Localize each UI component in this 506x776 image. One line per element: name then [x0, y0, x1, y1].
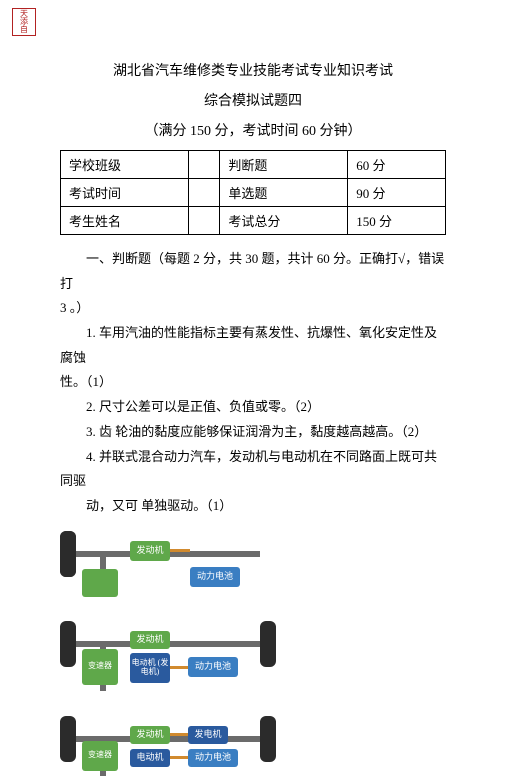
cell-single-label: 单选题 [220, 179, 348, 207]
connector [170, 666, 188, 669]
transmission-box: 变速器 [82, 741, 118, 771]
exam-title: 湖北省汽车维修类专业技能考试专业知识考试 [60, 60, 446, 80]
q4-line2: 动，又可 单独驱动。（1） [60, 494, 446, 519]
battery-box: 动力电池 [188, 749, 238, 767]
info-table: 学校班级 判断题 60 分 考试时间 单选题 90 分 考生姓名 考试总分 15… [60, 150, 446, 235]
wheel-icon [60, 531, 76, 577]
stamp-char: 自 [20, 26, 28, 34]
engine-box: 发动机 [130, 541, 170, 561]
hybrid-diagram: 发动机 动力电池 变速器 发动机 电动机 (发电机) 动力电池 变速器 发动机 … [60, 531, 340, 771]
page-content: 湖北省汽车维修类专业技能考试专业知识考试 综合模拟试题四 （满分 150 分，考… [0, 0, 506, 519]
transmission-box: 变速器 [82, 649, 118, 685]
table-row: 学校班级 判断题 60 分 [61, 151, 446, 179]
q4-line1: 4. 并联式混合动力汽车，发动机与电动机在不同路面上既可共同驱 [60, 445, 446, 494]
q1-line1: 1. 车用汽油的性能指标主要有蒸发性、抗爆性、氧化安定性及腐蚀 [60, 321, 446, 370]
cell-total-score: 150 分 [348, 207, 446, 235]
battery-box: 动力电池 [188, 657, 238, 677]
connector [170, 756, 188, 759]
engine-box: 发动机 [130, 726, 170, 744]
motor-box: 电动机 (发电机) [130, 653, 170, 683]
cell-judge-label: 判断题 [220, 151, 348, 179]
q2: 2. 尺寸公差可以是正值、负值或零。（2） [60, 395, 446, 420]
cell-judge-score: 60 分 [348, 151, 446, 179]
section1-head-a: 一、判断题（每题 2 分，共 30 题，共计 60 分。正确打√，错误打 [60, 247, 446, 296]
cell-total-label: 考试总分 [220, 207, 348, 235]
wheel-icon [60, 621, 76, 667]
table-row: 考试时间 单选题 90 分 [61, 179, 446, 207]
motor-box: 电动机 [130, 749, 170, 767]
cell-school-value [188, 151, 219, 179]
wheel-icon [260, 621, 276, 667]
connector [170, 733, 188, 736]
battery-box: 动力电池 [190, 567, 240, 587]
engine-box: 发动机 [130, 631, 170, 649]
connector [170, 549, 190, 552]
q1-line2: 性。（1） [60, 370, 446, 395]
exam-scoreline: （满分 150 分，考试时间 60 分钟） [60, 120, 446, 140]
generator-box: 发电机 [188, 726, 228, 744]
cell-name-label: 考生姓名 [61, 207, 189, 235]
cell-single-score: 90 分 [348, 179, 446, 207]
cell-name-value [188, 207, 219, 235]
wheel-icon [60, 716, 76, 762]
wheel-icon [260, 716, 276, 762]
q3: 3. 齿 轮油的黏度应能够保证润滑为主，黏度越高越高。（2） [60, 420, 446, 445]
cell-time-label: 考试时间 [61, 179, 189, 207]
table-row: 考生姓名 考试总分 150 分 [61, 207, 446, 235]
section1-head-b: 3 。） [60, 296, 446, 321]
exam-subtitle: 综合模拟试题四 [60, 90, 446, 110]
cell-school-label: 学校班级 [61, 151, 189, 179]
cell-time-value [188, 179, 219, 207]
corner-stamp: 天 添 自 [12, 8, 36, 36]
transmission-box [82, 569, 118, 597]
